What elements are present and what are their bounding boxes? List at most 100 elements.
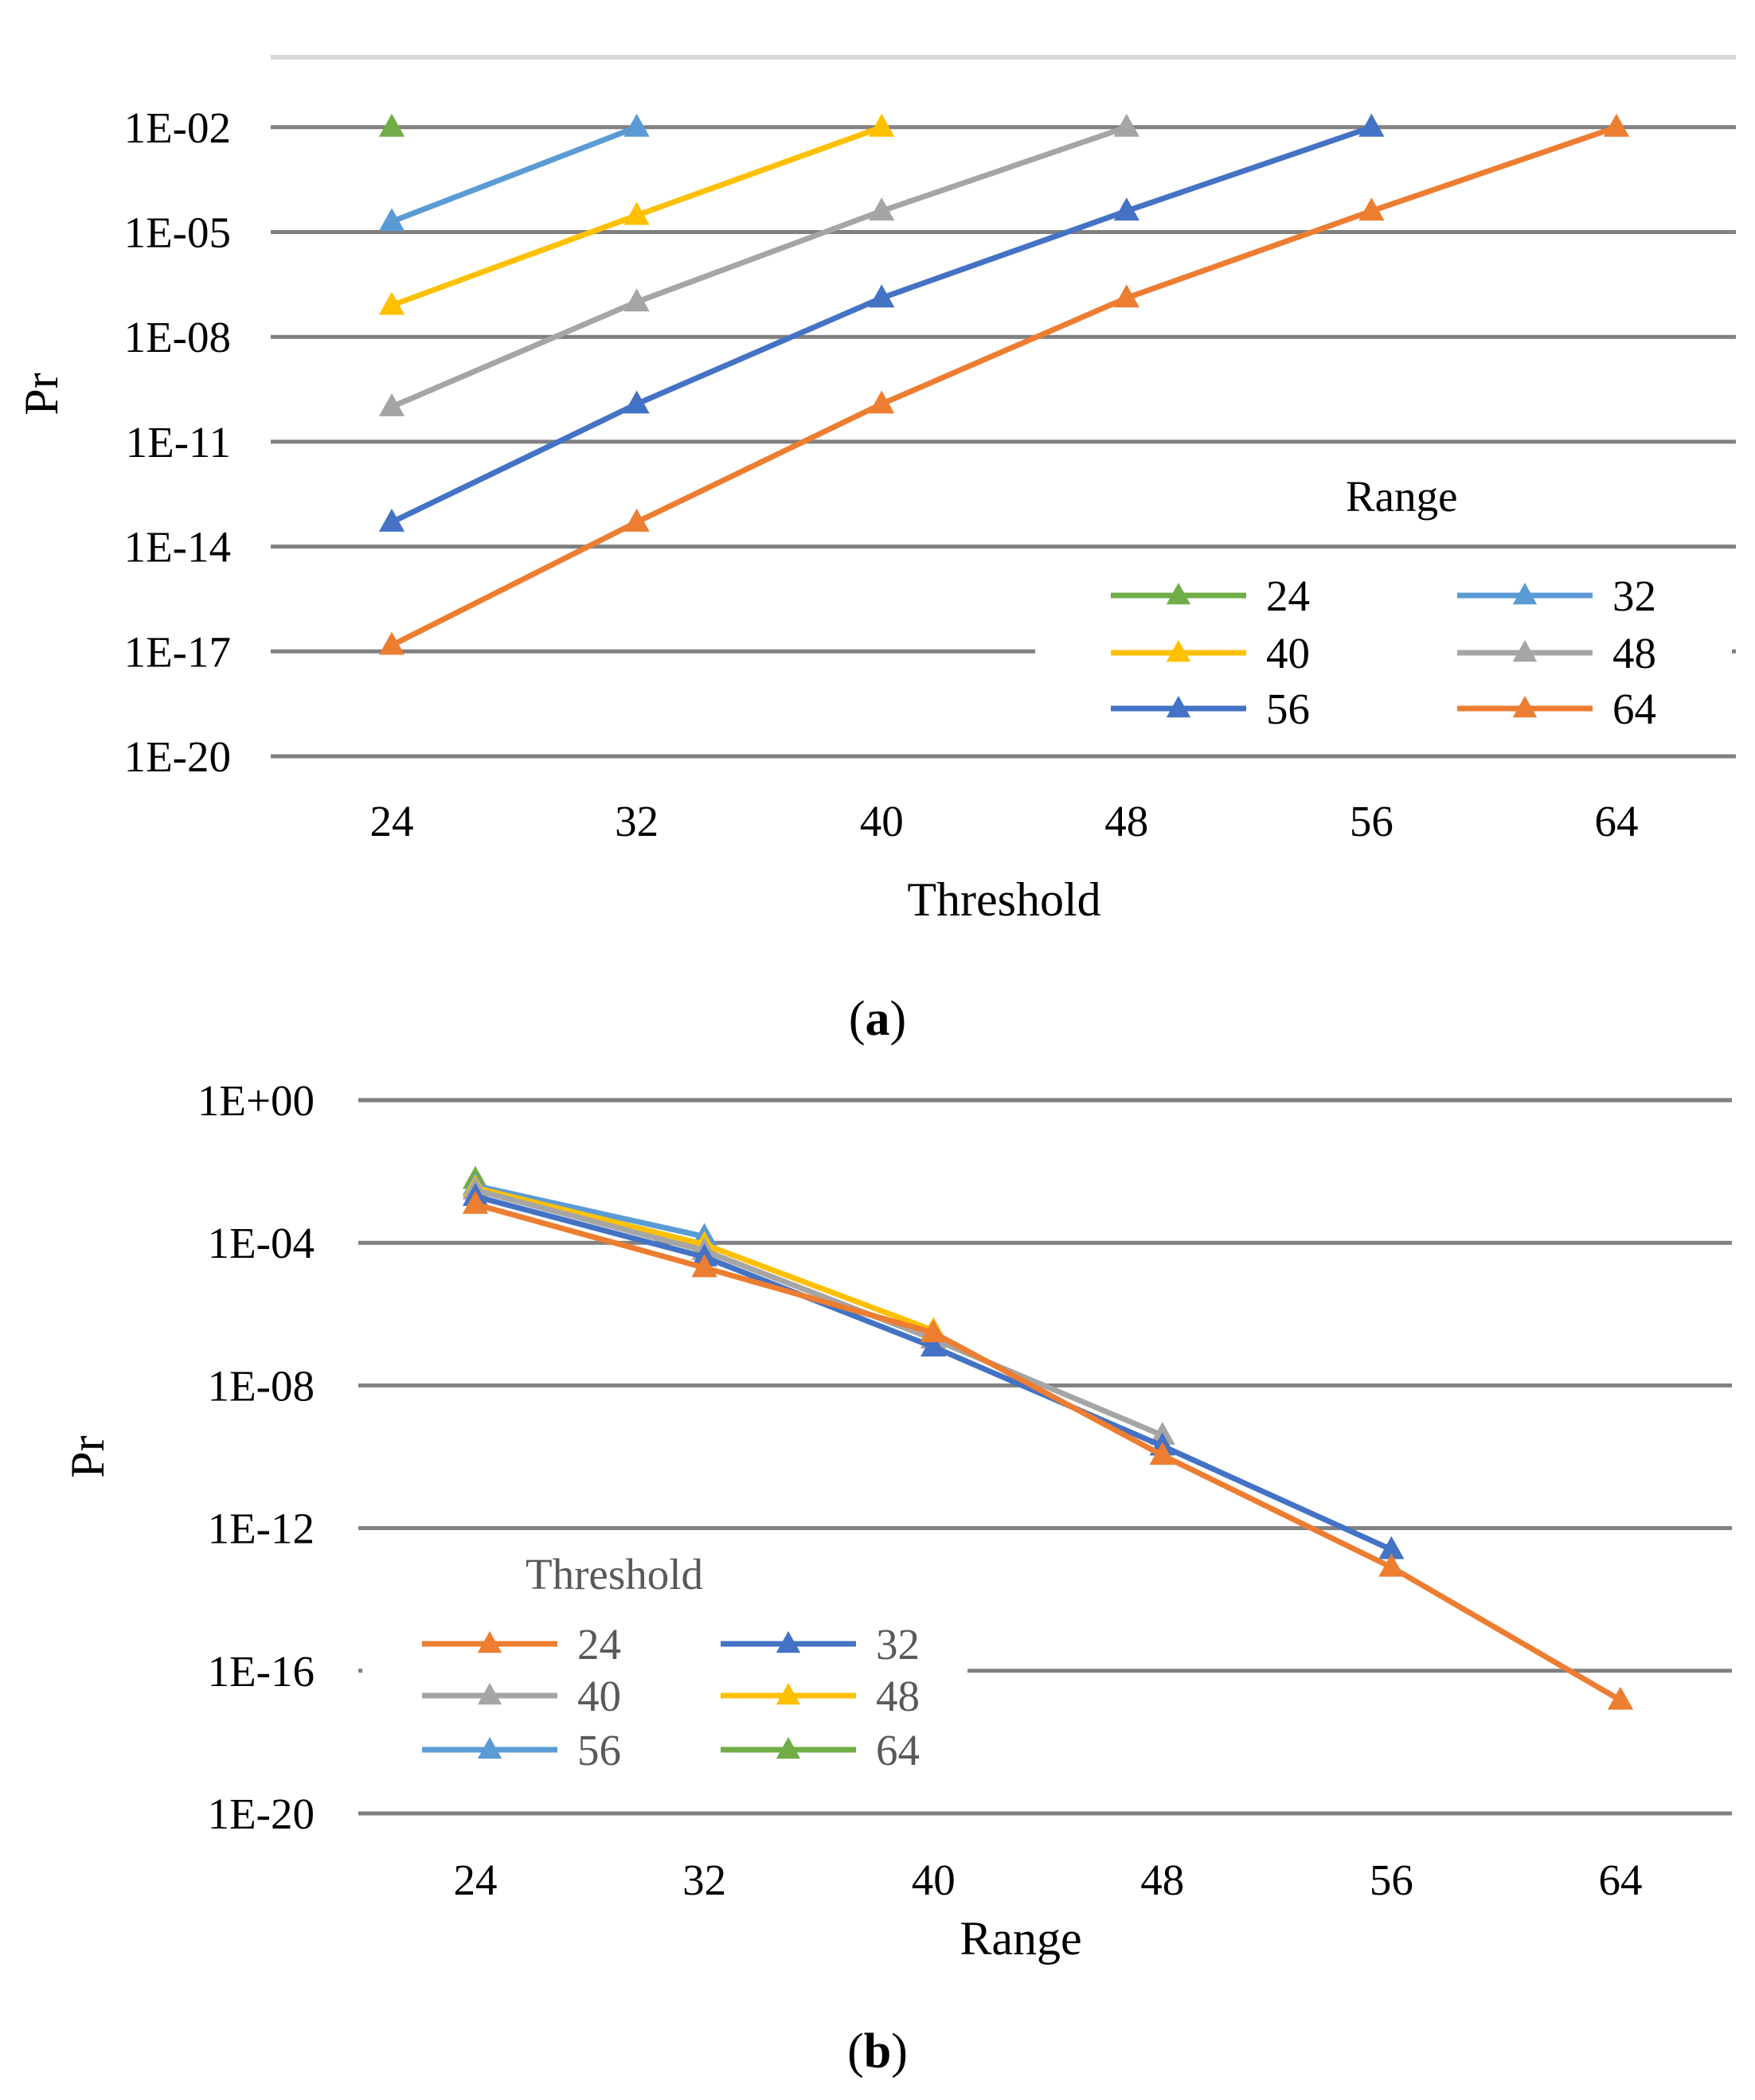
data-point-marker — [378, 393, 405, 416]
y-tick-label: 1E-20 — [208, 1790, 315, 1838]
data-point-marker — [869, 284, 895, 308]
series-line-56 — [475, 1183, 706, 1239]
data-point-marker — [623, 113, 650, 137]
series-24 — [462, 1190, 1634, 1710]
legend-swatch-marker — [1512, 640, 1538, 662]
series-line-48 — [390, 124, 1128, 410]
legend-item-56: 56 — [422, 1726, 621, 1774]
x-tick-label: 56 — [1370, 1856, 1413, 1904]
legend-label: 24 — [577, 1620, 621, 1669]
x-tick-label: 24 — [370, 797, 414, 845]
data-point-marker — [378, 208, 405, 232]
x-axis-title: Threshold — [907, 873, 1100, 926]
legend-swatch-marker — [1166, 696, 1191, 718]
data-point-marker — [920, 1333, 947, 1356]
y-tick-label: 1E+00 — [197, 1076, 315, 1125]
data-point-marker — [920, 1319, 947, 1343]
legend-item-64: 64 — [721, 1726, 920, 1774]
legend-swatch-marker — [1512, 696, 1538, 718]
x-tick-label: 56 — [1350, 797, 1393, 845]
data-point-marker — [1113, 197, 1139, 221]
legend-label: 64 — [876, 1726, 920, 1774]
y-axis-title: Pr — [15, 373, 68, 415]
x-tick-label: 64 — [1595, 797, 1639, 845]
legend-item-32: 32 — [721, 1620, 920, 1669]
legend-swatch-marker — [1166, 640, 1191, 662]
legend-item-64: 64 — [1457, 685, 1656, 733]
y-tick-label: 1E-02 — [124, 103, 231, 152]
legend-swatch-marker — [1166, 583, 1191, 605]
x-tick-label: 32 — [615, 797, 659, 845]
data-point-marker — [1378, 1536, 1405, 1559]
y-tick-label: 1E-14 — [124, 523, 231, 572]
x-tick-label: 40 — [860, 797, 904, 845]
data-point-marker — [623, 201, 650, 225]
y-tick-label: 1E-04 — [208, 1219, 315, 1267]
data-point-marker — [691, 1254, 717, 1278]
legend-item-24: 24 — [1111, 572, 1310, 620]
legend-item-32: 32 — [1457, 572, 1656, 620]
x-tick-label: 40 — [912, 1856, 956, 1904]
series-line-64 — [390, 124, 1618, 648]
data-point-marker — [1607, 1686, 1634, 1710]
series-64 — [378, 113, 1630, 655]
x-tick-label: 48 — [1140, 1856, 1184, 1904]
data-point-marker — [623, 288, 650, 312]
series-line-24 — [475, 1201, 1622, 1703]
y-tick-label: 1E-05 — [124, 209, 231, 257]
legend-label: 56 — [577, 1726, 621, 1774]
series-48 — [378, 113, 1139, 416]
data-point-marker — [378, 631, 405, 655]
legend-label: 64 — [1612, 685, 1656, 733]
y-tick-label: 1E-12 — [208, 1505, 315, 1553]
data-point-marker — [1603, 113, 1630, 137]
legend-swatch-marker — [776, 1683, 801, 1705]
legend-item-48: 48 — [1457, 629, 1656, 677]
legend-label: 32 — [1612, 572, 1656, 620]
series-32 — [378, 113, 650, 232]
legend-box — [1035, 549, 1732, 736]
x-axis-title: Range — [960, 1912, 1081, 1965]
x-tick-label: 32 — [682, 1856, 726, 1904]
legend-swatch-marker — [477, 1631, 502, 1653]
legend-label: 56 — [1266, 685, 1310, 733]
legend-title: Range — [1346, 472, 1458, 521]
data-point-marker — [869, 197, 895, 221]
y-tick-label: 1E-17 — [124, 627, 231, 676]
data-point-marker — [623, 390, 650, 414]
data-point-marker — [1358, 113, 1385, 137]
series-40 — [378, 113, 895, 315]
series-line-56 — [390, 124, 1373, 525]
series-56 — [378, 113, 1385, 532]
legend-item-56: 56 — [1111, 685, 1310, 733]
data-point-marker — [1149, 1442, 1175, 1466]
legend-item-48: 48 — [721, 1672, 920, 1720]
y-tick-label: 1E-11 — [126, 418, 231, 466]
data-point-marker — [378, 508, 405, 532]
data-point-marker — [869, 113, 895, 137]
panel-b-chart: 1E-20 1E-16 1E-12 1E-08 1E-04 1E+00 24 32 40 48 56… — [61, 1076, 1732, 2079]
legend-label: 40 — [1266, 629, 1310, 677]
series-line-32 — [390, 124, 638, 224]
x-tick-label: 24 — [454, 1856, 498, 1904]
legend-item-24: 24 — [422, 1620, 621, 1669]
y-tick-label: 1E-16 — [208, 1647, 315, 1696]
legend-swatch-marker — [776, 1737, 801, 1759]
legend-swatch-marker — [776, 1631, 801, 1653]
legend-box — [362, 1612, 967, 1771]
data-point-marker — [1378, 1553, 1405, 1577]
legend-label: 24 — [1266, 572, 1310, 620]
data-point-marker — [462, 1190, 489, 1214]
y-tick-label: 1E-08 — [208, 1361, 315, 1410]
legend-swatch-marker — [1512, 583, 1538, 605]
legend-swatch-marker — [477, 1683, 502, 1705]
legend-label: 48 — [876, 1672, 920, 1720]
y-tick-label: 1E-08 — [124, 313, 231, 361]
y-tick-label: 1E-20 — [124, 732, 231, 781]
series-24 — [378, 113, 405, 137]
y-axis-title: Pr — [61, 1435, 114, 1477]
legend-title: Threshold — [526, 1550, 703, 1598]
legend-item-40: 40 — [422, 1672, 621, 1720]
